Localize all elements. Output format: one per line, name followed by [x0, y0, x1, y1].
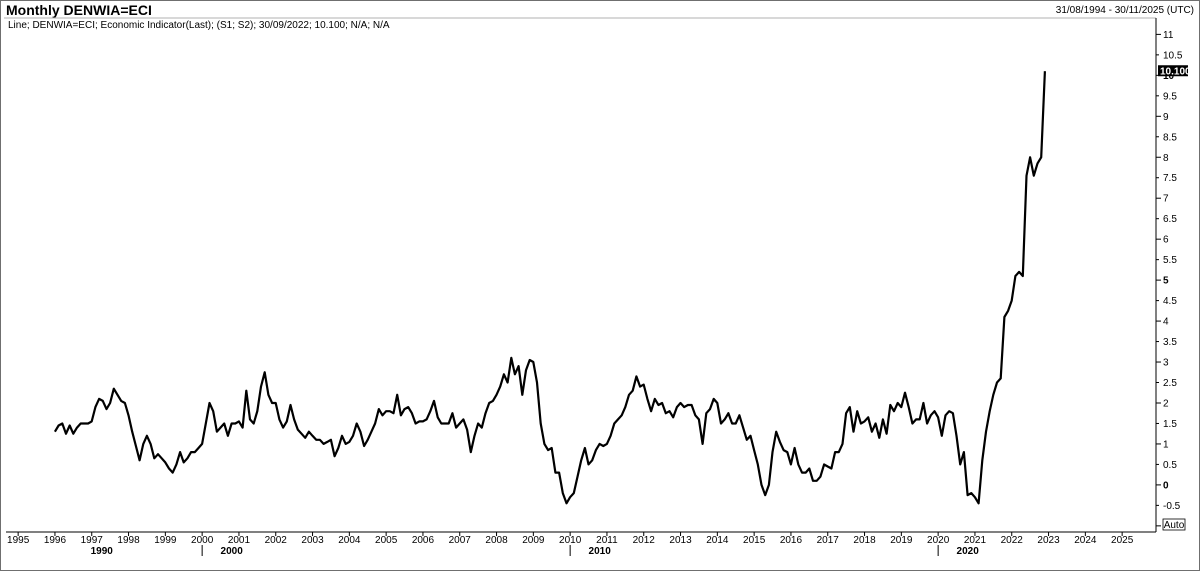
last-value-label: 10.100 [1160, 67, 1191, 78]
y-tick-label: 6 [1163, 235, 1169, 246]
x-tick-label: 2019 [890, 535, 913, 546]
x-tick-label: 1996 [44, 535, 67, 546]
plot-area [53, 71, 1046, 505]
y-tick-label: 10 [1163, 71, 1175, 82]
x-tick-label: 2023 [1037, 535, 1060, 546]
x-tick-label: 2002 [265, 535, 288, 546]
x-tick-label: 2012 [633, 535, 656, 546]
y-tick-label: 7.5 [1163, 173, 1177, 184]
y-tick-label: 3.5 [1163, 337, 1177, 348]
x-tick-label: 2001 [228, 535, 251, 546]
x-tick-label: 2024 [1074, 535, 1097, 546]
x-tick-label: 2021 [964, 535, 987, 546]
decade-label: 2000 [221, 546, 244, 557]
auto-button[interactable]: Auto [1162, 518, 1186, 531]
y-tick-label: -0.5 [1163, 501, 1181, 512]
x-tick-label: 2014 [706, 535, 729, 546]
y-tick-label: 0.5 [1163, 460, 1177, 471]
x-tick-label: 2013 [669, 535, 692, 546]
x-tick-label: 2000 [191, 535, 214, 546]
y-tick-label: 10.5 [1163, 50, 1183, 61]
x-tick-label: 2007 [449, 535, 472, 546]
y-tick-label: 3 [1163, 358, 1169, 369]
x-axis: 1995 1996 1997 1998 1999 2000 2001 2002 2003 2004… [6, 531, 1156, 557]
y-tick-label: 11 [1163, 30, 1174, 41]
y-tick-label: 2 [1163, 398, 1169, 409]
x-tick-label: 1995 [7, 535, 30, 546]
x-tick-label: 2015 [743, 535, 766, 546]
date-range: 31/08/1994 - 30/11/2025 (UTC) [1055, 5, 1194, 16]
x-tick-label: 2022 [1001, 535, 1024, 546]
legend-text: Line; DENWIA=ECI; Economic Indicator(Las… [8, 20, 390, 31]
y-tick-label: 6.5 [1163, 214, 1177, 225]
x-tick-label: 1998 [117, 535, 140, 546]
x-tick-label: 1997 [81, 535, 104, 546]
x-tick-label: 2009 [522, 535, 545, 546]
x-tick-label: 2018 [853, 535, 876, 546]
y-tick-label: 1.5 [1163, 419, 1177, 430]
y-tick-label: 1 [1163, 439, 1169, 450]
chart-title: Monthly DENWIA=ECI [6, 2, 152, 18]
y-tick-label: 8 [1163, 153, 1169, 164]
decade-label: 1990 [91, 546, 114, 557]
x-tick-label: 2010 [559, 535, 582, 546]
x-tick-label: 2006 [412, 535, 435, 546]
x-tick-label: 2017 [817, 535, 840, 546]
y-tick-label: 9.5 [1163, 91, 1177, 102]
y-tick-label: 0 [1163, 480, 1169, 491]
y-axis: -1-0.500.511.522.533.544.555.566.577.588… [1155, 18, 1183, 532]
y-tick-label: 5 [1163, 276, 1169, 287]
decade-label: 2020 [957, 546, 980, 557]
x-tick-label: 2016 [780, 535, 803, 546]
x-tick-label: 2008 [485, 535, 508, 546]
auto-label: Auto [1164, 520, 1185, 531]
series-line [53, 71, 1046, 505]
x-tick-label: 2003 [301, 535, 324, 546]
x-tick-label: 2020 [927, 535, 950, 546]
decade-label: 2010 [589, 546, 612, 557]
y-tick-label: 4 [1163, 317, 1169, 328]
y-tick-label: 5.5 [1163, 255, 1177, 266]
y-tick-label: 7 [1163, 194, 1169, 205]
x-tick-label: 2025 [1111, 535, 1134, 546]
y-tick-label: 9 [1163, 112, 1169, 123]
x-tick-label: 2005 [375, 535, 398, 546]
x-tick-label: 2011 [596, 535, 618, 546]
x-tick-label: 2004 [338, 535, 361, 546]
y-tick-label: 2.5 [1163, 378, 1177, 389]
last-value-marker: 10.100 [1158, 65, 1191, 78]
x-tick-label: 1999 [154, 535, 177, 546]
y-tick-label: 4.5 [1163, 296, 1177, 307]
y-tick-label: 8.5 [1163, 132, 1177, 143]
